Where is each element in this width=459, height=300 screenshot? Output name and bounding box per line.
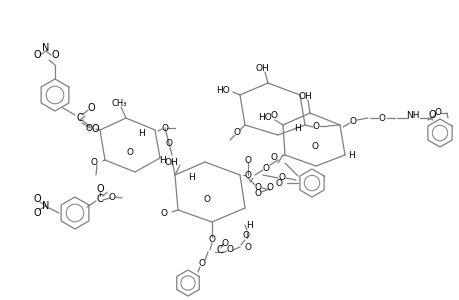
Text: O: O	[349, 116, 356, 125]
Text: O: O	[226, 245, 233, 254]
Text: O: O	[161, 124, 168, 133]
Text: O: O	[312, 122, 319, 130]
Text: O: O	[165, 139, 172, 148]
Text: O: O	[427, 110, 435, 120]
Text: N: N	[42, 201, 50, 211]
Text: OH: OH	[164, 158, 178, 166]
Text: C: C	[96, 194, 103, 204]
Text: O: O	[254, 188, 261, 197]
Text: O: O	[434, 107, 441, 116]
Text: O: O	[254, 184, 261, 193]
Text: O: O	[126, 148, 133, 157]
Text: O: O	[203, 196, 210, 205]
Text: O: O	[233, 128, 240, 136]
Text: O: O	[270, 152, 277, 161]
Text: O: O	[86, 124, 93, 133]
Text: H: H	[138, 128, 145, 137]
Text: O: O	[33, 50, 41, 60]
Text: NH: NH	[405, 110, 419, 119]
Text: H: H	[188, 173, 195, 182]
Text: O: O	[266, 184, 273, 193]
Text: C: C	[77, 113, 83, 123]
Text: O: O	[51, 50, 59, 60]
Text: O: O	[161, 208, 168, 217]
Text: O: O	[87, 103, 95, 113]
Text: CH₃: CH₃	[111, 98, 127, 107]
Text: O: O	[244, 170, 251, 179]
Text: H: H	[348, 151, 355, 160]
Text: O: O	[221, 238, 228, 247]
Text: OH: OH	[297, 92, 311, 100]
Text: O: O	[208, 236, 215, 244]
Text: O: O	[33, 194, 41, 204]
Text: O: O	[244, 244, 251, 253]
Text: H: H	[246, 220, 253, 230]
Text: HO: HO	[216, 85, 230, 94]
Text: O: O	[33, 208, 41, 218]
Text: O: O	[262, 164, 269, 172]
Text: O: O	[244, 155, 251, 164]
Text: O: O	[275, 178, 282, 188]
Text: OH: OH	[255, 64, 269, 73]
Text: O: O	[91, 124, 99, 134]
Text: O: O	[108, 193, 115, 202]
Text: O: O	[198, 260, 205, 268]
Text: O: O	[378, 113, 385, 122]
Text: HO: HO	[257, 112, 271, 122]
Text: O: O	[278, 173, 285, 182]
Text: O: O	[270, 110, 277, 119]
Text: H: H	[159, 155, 166, 164]
Text: N: N	[42, 43, 50, 53]
Text: O: O	[242, 232, 249, 241]
Text: H: H	[294, 124, 301, 133]
Text: O: O	[91, 158, 98, 166]
Text: O: O	[96, 184, 104, 194]
Text: O: O	[311, 142, 318, 151]
Text: C: C	[216, 245, 223, 255]
